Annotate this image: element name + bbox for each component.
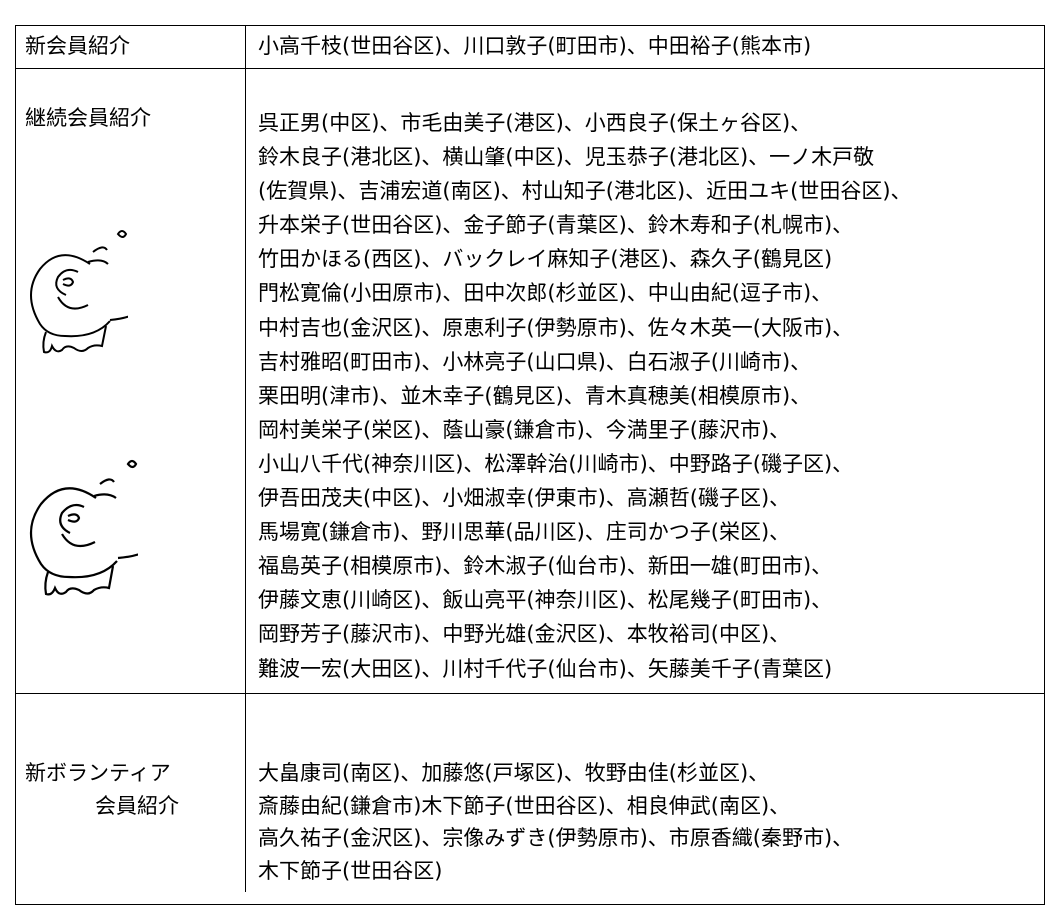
member-line: 伊吾田茂夫(中区)、小畑淑幸(伊東市)、高瀬哲(磯子区)、 [258,486,791,511]
member-line: 吉村雅昭(町田市)、小林亮子(山口県)、白石淑子(川崎市)、 [258,349,812,374]
row-text: 小高千枝(世田谷区)、川口敦子(町田市)、中田裕子(熊本市) [258,29,811,63]
member-line: 斎藤由紀(鎌倉市)木下節子(世田谷区)、相良伸武(南区)、 [258,793,791,818]
member-line: 岡村美栄子(栄区)、蔭山豪(鎌倉市)、今満里子(藤沢市)、 [258,417,791,442]
member-line: 呉正男(中区)、市毛由美子(港区)、小西良子(保土ヶ谷区)、 [258,111,812,135]
row-text: 呉正男(中区)、市毛由美子(港区)、小西良子(保土ヶ谷区)、鈴木良子(港北区)、… [258,106,912,686]
label-line: 新会員紹介 [25,34,130,58]
member-line: (佐賀県)、吉浦宏道(南区)、村山知子(港北区)、近田ユキ(世田谷区)、 [258,179,912,204]
row-label: 新ボランティア会員紹介 [25,757,179,822]
member-line: 栗田明(津市)、並木幸子(鶴見区)、青木真穂美(相模原市)、 [258,383,812,408]
column-separator [245,25,246,892]
member-line: 鈴木良子(港北区)、横山肇(中区)、児玉恭子(港北区)、一ノ木戸敬 [258,145,875,170]
member-line: 福島英子(相模原市)、鈴木淑子(仙台市)、新田一雄(町田市)、 [258,554,833,579]
member-line: 岡野芳子(藤沢市)、中野光雄(金沢区)、本牧裕司(中区)、 [258,622,791,647]
member-line: 小山八千代(神奈川区)、松澤幹治(川崎市)、中野路子(磯子区)、 [258,451,854,476]
elephant-illustration [30,230,128,354]
member-line: 難波一宏(大田区)、川村千代子(仙台市)、矢藤美千子(青葉区) [258,656,833,681]
label-line: 継続会員紹介 [25,106,151,130]
row-separator [15,693,1045,694]
label-line: 会員紹介 [95,793,179,818]
member-line: 高久祐子(金沢区)、宗像みずき(伊勢原市)、市原香織(秦野市)、 [258,826,854,850]
member-line: 升本栄子(世田谷区)、金子節子(青葉区)、鈴木寿和子(札幌市)、 [258,213,854,238]
member-line: 馬場寛(鎌倉市)、野川思華(品川区)、庄司かつ子(栄区)、 [258,520,791,545]
row-label: 継続会員紹介 [25,101,151,135]
member-line: 大畠康司(南区)、加藤悠(戸塚区)、牧野由佳(杉並区)、 [258,761,770,785]
label-line: 新ボランティア [25,761,171,785]
member-line: 小高千枝(世田谷区)、川口敦子(町田市)、中田裕子(熊本市) [258,34,812,58]
member-line: 伊藤文恵(川崎区)、飯山亮平(神奈川区)、松尾幾子(町田市)、 [258,588,833,613]
member-line: 中村吉也(金沢区)、原恵利子(伊勢原市)、佐々木英一(大阪市)、 [258,315,854,340]
row-separator [15,68,1045,69]
member-line: 竹田かほる(西区)、バックレイ麻知子(港区)、森久子(鶴見区) [258,247,833,272]
elephant-illustration [30,459,138,596]
member-line: 門松寛倫(小田原市)、田中次郎(杉並区)、中山由紀(逗子市)、 [258,281,833,306]
row-label: 新会員紹介 [25,29,130,63]
member-line: 木下節子(世田谷区) [258,858,443,883]
row-text: 大畠康司(南区)、加藤悠(戸塚区)、牧野由佳(杉並区)、 斎藤由紀(鎌倉市)木下節… [258,757,853,887]
